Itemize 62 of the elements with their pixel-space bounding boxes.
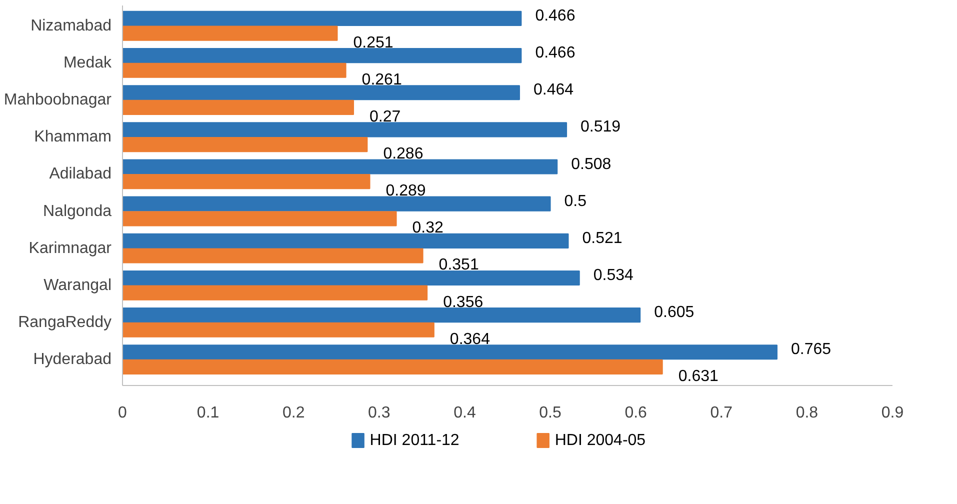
bar — [122, 48, 522, 64]
bar — [122, 308, 641, 323]
x-tick-label: 0.1 — [196, 404, 220, 422]
data-label: 0.364 — [450, 330, 490, 348]
y-tick-label: Warangal — [44, 276, 112, 294]
y-tick-label: Nalgonda — [43, 202, 112, 220]
data-label: 0.534 — [593, 266, 634, 284]
x-tick-label: 0.4 — [454, 404, 476, 422]
bar — [122, 174, 370, 190]
x-tick-label: 0.2 — [282, 404, 305, 422]
bar — [122, 85, 520, 100]
data-label: 0.32 — [412, 220, 444, 237]
data-label: 0.286 — [383, 146, 424, 163]
x-tick-label: 0.7 — [710, 404, 733, 422]
bar — [122, 196, 551, 212]
data-label: 0.261 — [362, 71, 402, 88]
data-label: 0.466 — [535, 44, 576, 62]
data-label: 0.289 — [386, 182, 426, 200]
bar — [122, 285, 428, 300]
y-tick-label: Medak — [63, 54, 112, 72]
data-label: 0.521 — [582, 230, 622, 247]
bar — [122, 136, 368, 152]
bar — [122, 62, 346, 78]
bar — [122, 10, 522, 26]
data-label: 0.631 — [678, 368, 718, 385]
data-label: 0.464 — [533, 82, 574, 99]
y-tick-label: Khammam — [34, 128, 112, 146]
bar — [122, 233, 569, 248]
x-tick-label: 0 — [118, 404, 128, 422]
data-label: 0.351 — [438, 256, 479, 274]
data-label: 0.251 — [353, 34, 394, 52]
y-tick-label: Nizamabad — [30, 17, 112, 34]
bar — [122, 26, 338, 41]
bar — [122, 270, 580, 286]
x-tick-label: 0.3 — [368, 404, 390, 422]
data-label: 0.27 — [370, 108, 401, 126]
legend-label: HDI 2011-12 — [370, 432, 460, 449]
legend-label: HDI 2004-05 — [554, 432, 646, 449]
x-tick-label: 0.5 — [539, 404, 562, 422]
bar — [122, 359, 663, 375]
bar — [122, 122, 568, 138]
y-tick-label: Adilabad — [49, 166, 112, 183]
bar — [122, 248, 424, 264]
x-tick-label: 0.6 — [624, 404, 648, 422]
data-label: 0.519 — [580, 118, 621, 136]
y-tick-label: Hyderabad — [33, 351, 112, 368]
bar — [122, 159, 558, 174]
data-label: 0.356 — [443, 294, 484, 311]
data-label: 0.605 — [654, 304, 694, 322]
data-label: 0.508 — [571, 156, 612, 173]
data-label: 0.466 — [535, 7, 576, 24]
y-tick-label: Mahboobnagar — [4, 92, 112, 109]
y-tick-label: Karimnagar — [28, 240, 112, 257]
bar — [122, 322, 434, 338]
data-label: 0.5 — [564, 192, 587, 210]
bar — [122, 211, 397, 226]
data-label: 0.765 — [791, 341, 832, 358]
x-tick-label: 0.8 — [796, 404, 818, 422]
x-tick-label: 0.9 — [881, 404, 904, 422]
bar — [122, 100, 354, 115]
bar — [122, 344, 778, 360]
y-tick-label: RangaReddy — [18, 314, 112, 331]
